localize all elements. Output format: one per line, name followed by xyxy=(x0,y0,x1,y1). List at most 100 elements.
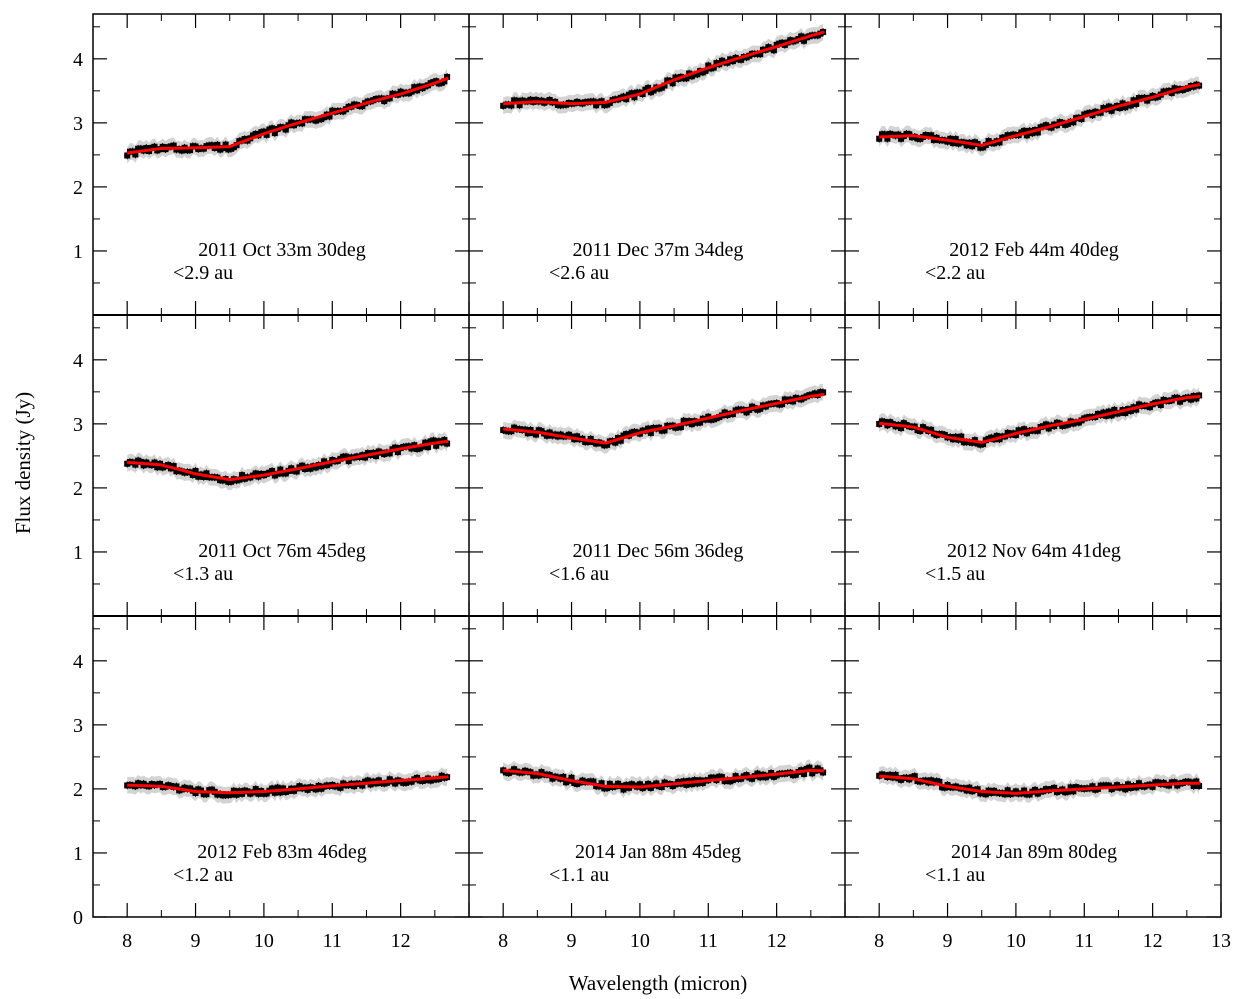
data-point xyxy=(952,136,959,143)
x-axis-title: Wavelength (micron) xyxy=(569,971,748,995)
data-point xyxy=(1034,129,1041,136)
panel-label-radius: <1.1 au xyxy=(925,864,985,886)
y-tick-label: 0 xyxy=(73,907,83,929)
x-tick-label: 12 xyxy=(767,930,787,952)
data-point xyxy=(1021,787,1028,794)
data-point xyxy=(173,783,180,790)
panel-label-epoch: 2012 Feb 83m 46deg xyxy=(197,841,366,863)
panel-label-radius: <1.5 au xyxy=(925,563,985,585)
data-point xyxy=(132,461,139,468)
data-point xyxy=(702,67,709,74)
data-point xyxy=(1004,787,1011,794)
data-point xyxy=(192,467,199,474)
panel: 2011 Oct 76m 45deg<1.3 au xyxy=(92,315,470,617)
data-point xyxy=(1130,97,1137,104)
data-point xyxy=(546,429,553,436)
data-point xyxy=(274,784,281,791)
data-point xyxy=(617,437,624,444)
x-tick-label: 10 xyxy=(1006,930,1026,952)
y-tick-label: 2 xyxy=(73,177,83,199)
data-point xyxy=(881,131,888,138)
data-point xyxy=(1190,783,1197,790)
panel-label-epoch: 2011 Dec 56m 36deg xyxy=(573,540,744,562)
data-point xyxy=(800,37,807,44)
panel: 2011 Oct 33m 30deg<2.9 au xyxy=(92,14,470,316)
y-tick-label: 3 xyxy=(73,113,83,135)
error-band xyxy=(879,76,1200,156)
data-point xyxy=(1116,105,1123,112)
data-point xyxy=(697,419,704,426)
data-point xyxy=(165,462,172,469)
data-point xyxy=(770,47,777,54)
x-tick-label: 13 xyxy=(1211,930,1231,952)
data-point xyxy=(1187,396,1194,403)
data-point xyxy=(1042,421,1049,428)
x-tick-label: 9 xyxy=(567,930,577,952)
panel: 2012 Nov 64m 41deg<1.5 au xyxy=(844,315,1222,617)
data-point xyxy=(386,450,393,457)
x-tick-label: 9 xyxy=(191,930,201,952)
model-curve xyxy=(127,439,449,482)
data-point xyxy=(326,113,333,120)
data-point xyxy=(996,139,1003,146)
data-point xyxy=(661,82,668,89)
data-point xyxy=(1122,409,1129,416)
data-point xyxy=(969,143,976,150)
data-point xyxy=(645,780,652,787)
data-point xyxy=(911,773,918,780)
data-point xyxy=(239,472,246,479)
data-point xyxy=(779,401,786,408)
data-point xyxy=(1064,421,1071,428)
y-tick-labels: 1 2 3 4 1 2 3 4 0 1 2 3 4 xyxy=(73,49,83,929)
data-point xyxy=(683,75,690,82)
data-point xyxy=(277,466,284,473)
data-point xyxy=(590,778,597,785)
data-point xyxy=(895,131,902,138)
data-point xyxy=(966,784,973,791)
data-point xyxy=(1105,103,1112,110)
data-point xyxy=(661,427,668,434)
y-tick-label: 2 xyxy=(73,779,83,801)
data-point xyxy=(337,784,344,791)
data-point xyxy=(820,769,827,776)
data-point xyxy=(293,468,300,475)
data-point xyxy=(604,441,611,448)
data-point xyxy=(628,90,635,97)
data-point xyxy=(645,84,652,91)
data-point xyxy=(392,444,399,451)
data-point xyxy=(1193,778,1200,785)
y-tick-label: 1 xyxy=(73,542,83,564)
error-band xyxy=(879,766,1200,803)
data-point xyxy=(1070,788,1077,795)
data-point xyxy=(669,80,676,87)
x-tick-label: 8 xyxy=(498,930,508,952)
x-tick-label: 10 xyxy=(254,930,274,952)
data-point xyxy=(593,102,600,109)
panel-label-radius: <1.1 au xyxy=(549,864,609,886)
data-point xyxy=(606,780,613,787)
x-tick-label: 11 xyxy=(1075,930,1094,952)
model-curve xyxy=(503,768,825,789)
data-point xyxy=(508,102,515,109)
x-tick-label: 12 xyxy=(1143,930,1163,952)
x-tick-label: 12 xyxy=(391,930,411,952)
data-point xyxy=(928,426,935,433)
data-point xyxy=(277,789,284,796)
data-point xyxy=(936,778,943,785)
data-point xyxy=(631,94,638,101)
data-point xyxy=(1133,100,1140,107)
x-tick-label: 11 xyxy=(699,930,718,952)
data-point xyxy=(1045,425,1052,432)
error-band xyxy=(127,431,448,491)
data-point xyxy=(535,772,542,779)
data-point xyxy=(958,433,965,440)
data-point xyxy=(170,463,177,470)
panel: 2011 Dec 56m 36deg<1.6 au xyxy=(468,315,846,617)
error-band xyxy=(503,23,824,115)
data-point xyxy=(394,449,401,456)
data-point xyxy=(260,128,267,135)
data-point xyxy=(980,441,987,448)
data-point xyxy=(584,438,591,445)
error-band xyxy=(127,68,448,164)
data-point xyxy=(444,440,451,447)
